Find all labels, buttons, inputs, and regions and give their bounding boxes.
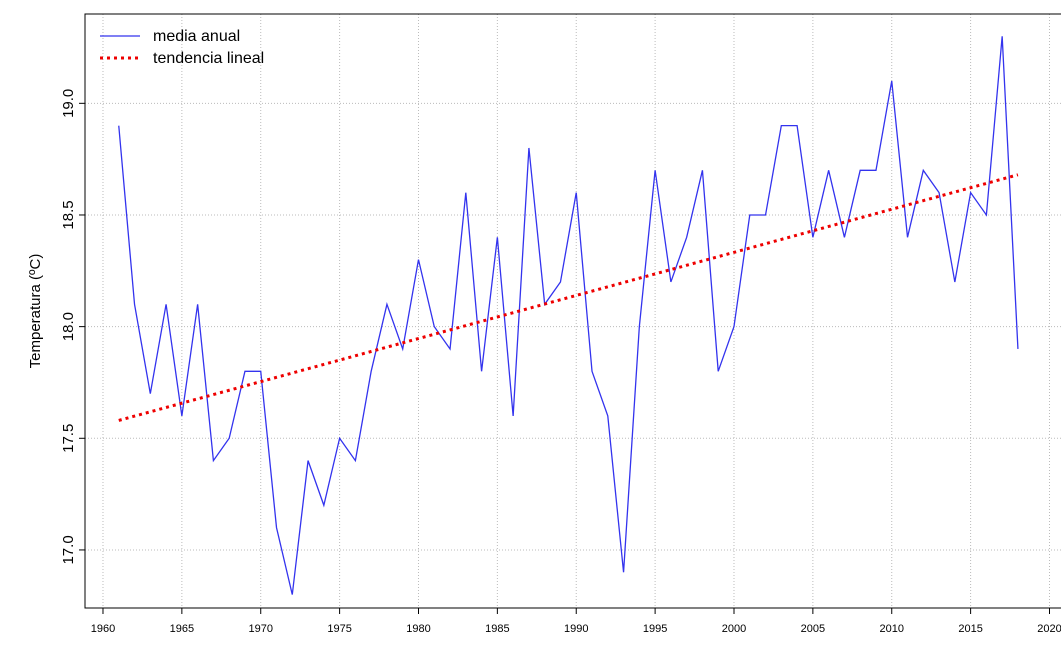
x-tick-label: 2015 <box>958 623 982 635</box>
x-tick-label: 1960 <box>91 623 115 635</box>
plot-frame <box>84 13 1061 609</box>
x-tick-label: 1995 <box>643 623 667 635</box>
y-tick-label: 18.5 <box>60 200 77 229</box>
x-tick-label: 1985 <box>485 623 509 635</box>
x-tick-label: 2000 <box>722 623 746 635</box>
x-tick-label: 1965 <box>170 623 194 635</box>
x-tick-label: 2020 <box>1037 623 1061 635</box>
y-tick-label: 17.0 <box>60 535 77 564</box>
series-line <box>118 173 1019 422</box>
legend-label: tendencia lineal <box>153 50 264 67</box>
y-tick-label: 17.5 <box>60 424 77 453</box>
x-tick-label: 2010 <box>879 623 903 635</box>
y-tick-label: 18.0 <box>60 312 77 341</box>
y-tick-label: 19.0 <box>60 89 77 118</box>
x-tick-label: 1990 <box>564 623 588 635</box>
legend-label: media anual <box>153 28 240 45</box>
x-tick-label: 1970 <box>248 623 272 635</box>
x-tick-label: 2005 <box>801 623 825 635</box>
x-tick-label: 1975 <box>327 623 351 635</box>
series-line <box>118 36 1019 595</box>
y-axis-label: Temperatura (ºC) <box>27 254 44 369</box>
x-tick-label: 1980 <box>406 623 430 635</box>
